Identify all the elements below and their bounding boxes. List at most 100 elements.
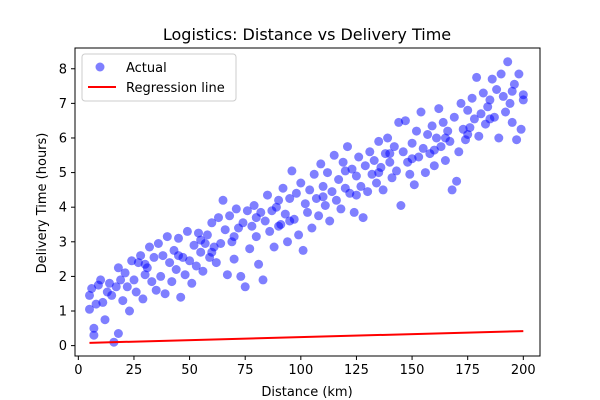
plot-frame (74, 47, 541, 357)
data-point (398, 147, 408, 157)
data-point (400, 116, 410, 126)
data-point (447, 185, 457, 195)
data-point (340, 166, 350, 176)
data-point (107, 290, 117, 300)
data-point (131, 287, 141, 297)
data-point (287, 166, 297, 176)
data-point (294, 230, 304, 240)
data-point (196, 235, 206, 245)
data-point (122, 282, 132, 292)
data-point (211, 258, 221, 268)
data-point (418, 143, 428, 153)
data-point (242, 206, 252, 216)
data-point (238, 218, 248, 228)
data-point (171, 265, 181, 274)
data-point (318, 181, 328, 191)
data-point (412, 126, 421, 136)
x-tick-label: 150 (400, 363, 425, 378)
data-point (492, 85, 502, 94)
data-point (440, 133, 450, 143)
data-point (291, 188, 301, 198)
data-point (505, 98, 515, 108)
data-point (240, 282, 250, 292)
data-point (160, 289, 170, 299)
data-point (113, 263, 123, 273)
data-point (476, 109, 486, 119)
data-point (383, 133, 393, 143)
data-point (365, 147, 375, 157)
data-point (191, 261, 201, 271)
y-tick-label: 7 (59, 97, 67, 112)
data-point (427, 121, 437, 131)
data-point (392, 166, 401, 176)
data-point (518, 90, 528, 100)
data-point (89, 330, 99, 340)
data-point (147, 277, 157, 287)
data-point (325, 216, 335, 226)
data-point (501, 107, 510, 117)
data-point (176, 292, 186, 302)
x-axis-ticks: 0 25 50 75 100 125 150 175 200 (74, 356, 536, 378)
data-point (222, 270, 232, 280)
data-point (503, 57, 513, 67)
data-point (387, 173, 397, 183)
data-point (113, 329, 123, 338)
data-point (307, 223, 317, 233)
data-point (474, 131, 484, 141)
data-point (509, 79, 519, 89)
data-point (158, 251, 168, 261)
data-point (100, 315, 110, 325)
data-point (456, 98, 466, 108)
data-point (174, 233, 183, 243)
data-point (231, 204, 241, 214)
data-point (405, 169, 415, 179)
data-point (463, 130, 473, 139)
data-point (189, 240, 199, 250)
data-point (263, 190, 272, 200)
data-point (85, 304, 94, 314)
data-point (229, 232, 239, 242)
data-point (372, 178, 381, 188)
data-point (105, 278, 114, 288)
data-point (136, 251, 146, 261)
data-point (331, 195, 341, 205)
data-point (472, 72, 482, 82)
data-point (454, 147, 464, 157)
data-point (303, 207, 312, 217)
data-point (323, 168, 332, 178)
data-point (416, 107, 426, 117)
data-point (465, 123, 475, 133)
data-point (245, 244, 255, 254)
data-point (149, 252, 159, 262)
x-tick-label: 75 (237, 363, 254, 378)
data-point (274, 221, 284, 231)
y-tick-label: 5 (59, 166, 67, 181)
data-point (214, 213, 223, 223)
data-point (512, 135, 522, 145)
data-point (349, 207, 359, 217)
data-point (316, 159, 326, 169)
data-point (314, 211, 324, 221)
data-point (89, 323, 99, 333)
data-point (452, 176, 462, 186)
data-point (351, 190, 361, 200)
data-point (389, 142, 399, 152)
y-axis-ticks: 0 1 2 3 4 5 6 7 8 (59, 62, 75, 354)
data-point (407, 154, 417, 164)
data-point (165, 258, 175, 268)
x-tick-label: 100 (288, 363, 313, 378)
data-point (369, 156, 379, 165)
data-point (469, 114, 479, 124)
data-point (265, 226, 275, 236)
y-tick-label: 2 (59, 270, 67, 285)
data-point (216, 239, 226, 248)
data-point (116, 275, 126, 285)
data-point (151, 285, 161, 295)
legend-marker-actual (95, 62, 105, 72)
data-point (140, 270, 150, 280)
x-tick-label: 175 (455, 363, 480, 378)
chart-legend: Actual Regression line (81, 53, 237, 102)
y-tick-label: 6 (59, 131, 67, 146)
data-point (120, 268, 130, 278)
